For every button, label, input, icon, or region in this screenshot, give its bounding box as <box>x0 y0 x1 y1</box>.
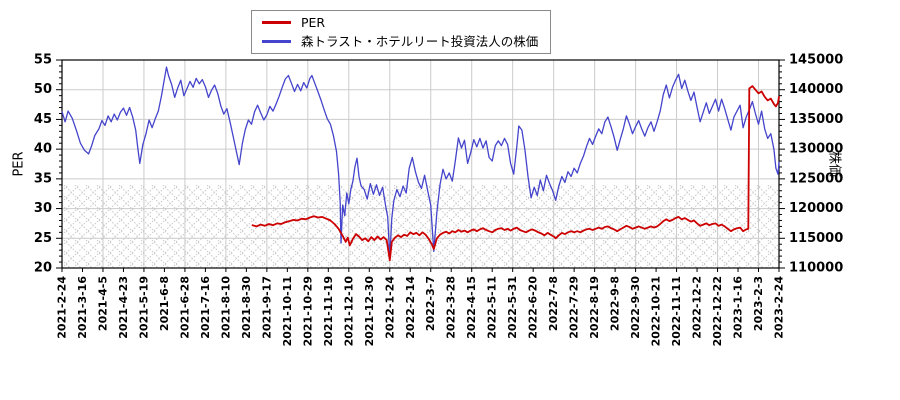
x-axis-tick-label: 2021-9-17 <box>260 276 273 339</box>
x-axis-tick-label: 2021-5-19 <box>137 276 150 339</box>
x-axis-tick-label: 2022-2-14 <box>404 276 417 339</box>
left-axis-title: PER <box>11 151 27 177</box>
x-axis-tick-label: 2022-8-19 <box>588 276 601 339</box>
x-axis-tick-label: 2021-6-8 <box>158 276 171 331</box>
left-axis-tick-label: 40 <box>34 142 52 157</box>
x-axis-tick-label: 2022-9-8 <box>609 276 622 331</box>
hatch-band <box>62 184 779 268</box>
x-axis-tick-label: 2021-10-11 <box>281 276 294 346</box>
x-axis-tick-label: 2021-12-30 <box>363 276 376 347</box>
x-axis-tick-label: 2022-7-8 <box>547 276 560 331</box>
right-axis-tick-label: 135000 <box>789 112 843 127</box>
legend-item-stock-price: 森トラスト・ホテルリート投資法人の株価 <box>262 34 538 49</box>
x-axis-tick-label: 2022-6-20 <box>527 276 540 339</box>
axis-ticks <box>56 59 785 272</box>
x-axis-tick-label: 2022-1-24 <box>383 276 396 339</box>
legend-label-stock-price: 森トラスト・ホテルリート投資法人の株価 <box>301 34 539 49</box>
right-axis-tick-label: 140000 <box>789 82 843 97</box>
legend: PER 森トラスト・ホテルリート投資法人の株価 <box>251 10 552 54</box>
x-axis-tick-label: 2022-9-30 <box>629 276 642 339</box>
left-axis-tick-label: 30 <box>34 201 52 216</box>
left-axis-tick-label: 45 <box>34 112 52 127</box>
x-axis-tick-label: 2021-10-29 <box>301 276 314 346</box>
x-axis-tick-label: 2021-11-19 <box>322 276 335 346</box>
tick-labels: 20 25 30 35 40 45 50 55 110000 115000 120000 125000… <box>34 53 843 347</box>
x-axis-tick-label: 2022-12-2 <box>691 276 704 339</box>
series-per-line <box>251 85 780 262</box>
right-axis-tick-label: 130000 <box>789 142 843 157</box>
x-axis-tick-label: 2021-8-30 <box>240 276 253 339</box>
legend-item-per: PER <box>262 15 538 30</box>
x-axis-tick-label: 2022-3-28 <box>445 276 458 339</box>
x-axis-tick-label: 2021-4-23 <box>117 276 130 339</box>
x-axis-tick-label: 2022-4-15 <box>465 276 478 339</box>
series-stock-price-line <box>61 66 780 258</box>
x-axis-tick-label: 2023-2-24 <box>773 276 786 339</box>
legend-line-sample-blue <box>262 40 291 43</box>
legend-label-per: PER <box>301 15 326 30</box>
x-axis-tick-label: 2022-3-7 <box>424 276 437 331</box>
right-axis-tick-label: 145000 <box>789 53 843 68</box>
x-axis-tick-label: 2021-6-28 <box>178 276 191 339</box>
left-axis-tick-label: 25 <box>34 231 52 246</box>
right-axis-title: 株価 <box>826 150 842 178</box>
x-axis-tick-label: 2022-12-22 <box>711 276 724 346</box>
x-axis-tick-label: 2023-1-16 <box>732 276 745 339</box>
x-axis-tick-label: 2022-5-11 <box>486 276 499 339</box>
left-axis-tick-label: 20 <box>34 261 52 276</box>
left-axis-tick-label: 35 <box>34 171 52 186</box>
right-axis-tick-label: 120000 <box>789 201 843 216</box>
x-axis-tick-label: 2022-11-11 <box>670 276 683 346</box>
right-axis-tick-label: 125000 <box>789 171 843 186</box>
x-axis-tick-label: 2022-7-29 <box>568 276 581 339</box>
right-axis-tick-label: 110000 <box>789 261 843 276</box>
left-axis-tick-label: 55 <box>34 53 52 68</box>
legend-line-sample-red <box>262 21 291 24</box>
x-axis-tick-label: 2023-2-3 <box>752 276 765 331</box>
x-axis-tick-label: 2022-10-21 <box>650 276 663 346</box>
gridlines <box>62 60 779 268</box>
left-axis-tick-label: 50 <box>34 82 52 97</box>
x-axis-tick-label: 2021-8-10 <box>219 276 232 339</box>
right-axis-tick-label: 115000 <box>789 231 843 246</box>
x-axis-tick-label: 2021-7-16 <box>199 276 212 339</box>
x-axis-tick-label: 2022-5-31 <box>506 276 519 339</box>
x-axis-tick-label: 2021-2-24 <box>56 276 69 339</box>
x-axis-tick-label: 2021-4-5 <box>96 276 109 331</box>
x-axis-tick-label: 2021-3-16 <box>76 276 89 339</box>
x-axis-tick-label: 2021-12-10 <box>342 276 355 347</box>
